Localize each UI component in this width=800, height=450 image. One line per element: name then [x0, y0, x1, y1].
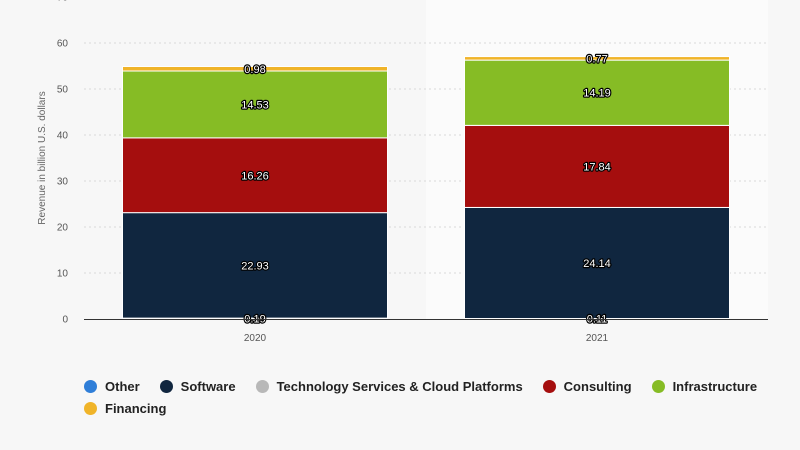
data-label: 16.26 [241, 170, 269, 182]
bar-segment [464, 124, 730, 208]
legend-marker [84, 379, 97, 393]
data-label: 22.93 [241, 260, 269, 272]
data-label: 0.77 [586, 53, 607, 65]
y-tick-label: 20 [57, 223, 69, 234]
bar-segment [122, 70, 388, 139]
y-tick-label: 0 [62, 315, 68, 326]
y-axis-title: Revenue in billion U.S. dollars [37, 91, 48, 224]
bar-segment [122, 137, 388, 214]
y-tick-label: 10 [57, 269, 69, 280]
data-label: 24.14 [583, 258, 611, 270]
legend-label: Infrastructure [672, 378, 758, 394]
legend-marker [159, 379, 173, 393]
legend-item[interactable]: Other [84, 378, 140, 394]
data-label: 14.19 [583, 88, 611, 100]
legend-label: Consulting [563, 378, 632, 394]
legend-item[interactable]: Financing [84, 400, 166, 416]
data-label: 14.53 [241, 99, 269, 111]
legend-marker [651, 379, 665, 393]
data-label: 0.98 [244, 64, 265, 76]
legend-item[interactable]: Technology Services & Cloud Platforms [255, 378, 523, 394]
legend-item[interactable]: Consulting [542, 378, 632, 394]
bar-segment [122, 66, 388, 72]
legend-item[interactable]: Software [159, 378, 236, 394]
legend-label: Financing [105, 400, 167, 416]
legend: Other Software Technology Services & Cloud… [84, 378, 764, 416]
x-tick-label: 2021 [586, 333, 609, 344]
y-tick-label: 40 [57, 131, 69, 142]
legend-label: Software [180, 378, 236, 394]
y-tick-label: 60 [57, 39, 69, 50]
bar-segment [464, 56, 730, 61]
stacked-bar-chart: 0 10 20 30 40 50 60 70 Revenue in billion U.S. d… [37, 0, 768, 344]
legend-marker [542, 379, 556, 393]
bar-segment [464, 59, 730, 126]
data-label: 17.84 [583, 161, 611, 173]
legend-label: Other [105, 378, 140, 394]
legend-marker [255, 379, 269, 393]
bar-segment [464, 206, 730, 319]
x-tick-label: 2020 [244, 333, 267, 344]
legend-label: Technology Services & Cloud Platforms [276, 378, 523, 394]
legend-item[interactable]: Infrastructure [651, 378, 758, 394]
legend-marker [84, 401, 97, 415]
y-tick-label: 70 [57, 0, 69, 4]
y-tick-label: 50 [57, 85, 69, 96]
y-tick-label: 30 [57, 177, 69, 188]
